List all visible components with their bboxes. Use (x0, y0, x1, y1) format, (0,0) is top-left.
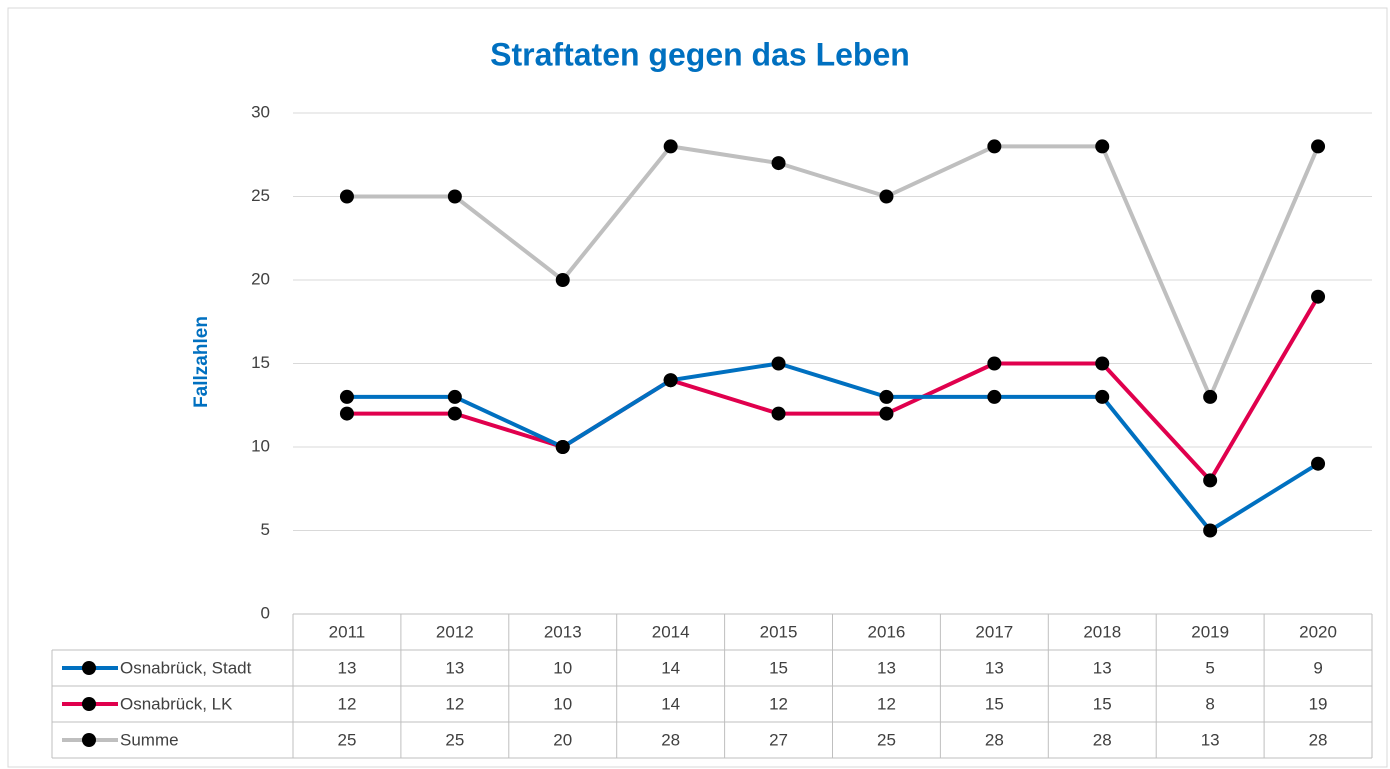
x-tick-label: 2016 (868, 622, 906, 641)
x-tick-label: 2013 (544, 622, 582, 641)
table-value: 20 (553, 730, 572, 749)
table-value: 13 (1201, 730, 1220, 749)
table-value: 10 (553, 658, 572, 677)
table-value: 15 (769, 658, 788, 677)
y-tick-label: 20 (251, 269, 270, 288)
marker (1203, 389, 1218, 404)
y-tick-label: 0 (261, 603, 270, 622)
marker (771, 406, 786, 421)
y-axis-label: Fallzahlen (191, 316, 212, 408)
marker (663, 373, 678, 388)
table-value: 14 (661, 658, 680, 677)
marker (879, 406, 894, 421)
legend-label: Summe (120, 730, 179, 749)
marker (1203, 473, 1218, 488)
table-value: 13 (877, 658, 896, 677)
x-tick-label: 2019 (1191, 622, 1229, 641)
marker (1095, 139, 1110, 154)
x-tick-label: 2018 (1083, 622, 1121, 641)
x-tick-label: 2020 (1299, 622, 1337, 641)
y-tick-label: 10 (251, 436, 270, 455)
legend-key-marker (82, 733, 96, 747)
table-value: 9 (1313, 658, 1322, 677)
table-value: 12 (337, 694, 356, 713)
table-value: 25 (877, 730, 896, 749)
table-value: 13 (337, 658, 356, 677)
chart-title: Straftaten gegen das Leben (490, 36, 910, 72)
table-value: 14 (661, 694, 680, 713)
marker (555, 440, 570, 454)
x-tick-label: 2015 (760, 622, 798, 641)
marker (987, 139, 1002, 154)
series-line (346, 361, 1320, 533)
x-tick-label: 2011 (329, 622, 366, 641)
marker (987, 356, 1002, 371)
marker (1311, 139, 1326, 154)
marker (771, 156, 786, 171)
table-value: 5 (1205, 658, 1214, 677)
table-value: 15 (985, 694, 1004, 713)
legend-key-marker (82, 697, 96, 711)
marker (1311, 456, 1326, 471)
x-tick-label: 2012 (436, 622, 474, 641)
table-value: 13 (445, 658, 464, 677)
marker (339, 389, 354, 404)
y-tick-label: 5 (261, 520, 270, 539)
marker (1095, 389, 1110, 404)
series-line (346, 144, 1320, 399)
table-value: 28 (661, 730, 680, 749)
marker (447, 189, 462, 204)
y-tick-label: 30 (251, 102, 270, 121)
marker (447, 389, 462, 404)
table-value: 13 (985, 658, 1004, 677)
table-value: 12 (769, 694, 788, 713)
table-value: 13 (1093, 658, 1112, 677)
legend-label: Osnabrück, LK (120, 694, 233, 713)
table-value: 8 (1205, 694, 1214, 713)
marker (771, 356, 786, 371)
table-value: 12 (445, 694, 464, 713)
x-tick-label: 2017 (975, 622, 1013, 641)
marker (1311, 289, 1326, 304)
legend-key-marker (82, 661, 96, 675)
y-tick-label: 25 (251, 186, 270, 205)
table-value: 28 (1093, 730, 1112, 749)
marker (987, 389, 1002, 404)
table-value: 10 (553, 694, 572, 713)
marker (339, 189, 354, 204)
series-line (346, 295, 1320, 483)
y-tick-label: 15 (251, 353, 270, 372)
marker (1095, 356, 1110, 371)
table-value: 28 (985, 730, 1004, 749)
table-value: 19 (1309, 694, 1328, 713)
table-value: 27 (769, 730, 788, 749)
marker (879, 189, 894, 204)
legend-label: Osnabrück, Stadt (120, 658, 252, 677)
table-value: 25 (445, 730, 464, 749)
marker (339, 406, 354, 421)
marker (1203, 523, 1218, 538)
table-value: 28 (1309, 730, 1328, 749)
table-value: 25 (337, 730, 356, 749)
x-tick-label: 2014 (652, 622, 690, 641)
marker (555, 273, 570, 287)
table-value: 12 (877, 694, 896, 713)
marker (663, 139, 678, 154)
table-value: 15 (1093, 694, 1112, 713)
marker (879, 389, 894, 404)
marker (447, 406, 462, 421)
